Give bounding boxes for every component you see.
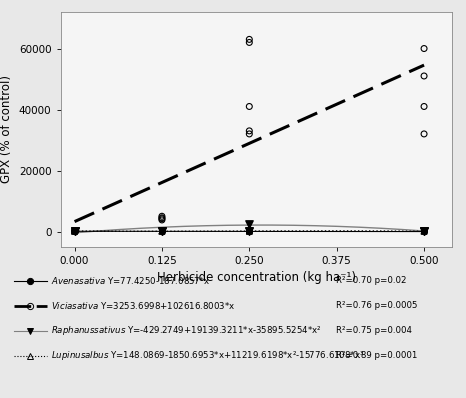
- Point: [420, 228, 428, 234]
- Point: [158, 215, 166, 221]
- Point: [71, 228, 78, 234]
- Point: [246, 228, 253, 234]
- Point: [71, 228, 78, 234]
- Point: [420, 228, 428, 234]
- Text: $\it{Lupinus albus}$ Y=148.0869-1850.6953*x+11219.6198*x²-15776.6108*x³: $\it{Lupinus albus}$ Y=148.0869-1850.695…: [51, 349, 365, 362]
- Point: [158, 217, 166, 223]
- Point: [420, 228, 428, 234]
- Point: [71, 228, 78, 234]
- Point: [420, 45, 428, 52]
- Point: [246, 228, 253, 234]
- Point: [158, 228, 166, 234]
- Point: [158, 228, 166, 234]
- Point: [71, 228, 78, 234]
- Point: [246, 221, 253, 227]
- Text: R²=0.76 p=0.0005: R²=0.76 p=0.0005: [336, 301, 417, 310]
- Text: $\it{Vicia sativa}$ Y=3253.6998+102616.8003*x: $\it{Vicia sativa}$ Y=3253.6998+102616.8…: [51, 300, 235, 311]
- Point: [246, 228, 253, 234]
- Point: [158, 216, 166, 222]
- Point: [420, 228, 428, 234]
- Point: [158, 228, 166, 234]
- Point: [71, 228, 78, 234]
- Point: [246, 228, 253, 234]
- Point: [158, 228, 166, 234]
- Point: [71, 228, 78, 234]
- Point: [420, 228, 428, 234]
- Point: [420, 228, 428, 234]
- Point: [158, 228, 166, 234]
- Point: [420, 228, 428, 234]
- Y-axis label: GPX (% of control): GPX (% of control): [0, 75, 14, 183]
- Point: [246, 128, 253, 134]
- Point: [71, 228, 78, 234]
- Text: R²=0.70 p=0.02: R²=0.70 p=0.02: [336, 276, 406, 285]
- X-axis label: Herbicide concentration (kg ha⁻¹): Herbicide concentration (kg ha⁻¹): [157, 271, 356, 284]
- Point: [246, 228, 253, 234]
- Point: [420, 103, 428, 110]
- Text: $\it{Raphanus sativus}$ Y=-429.2749+19139.3211*x-35895.5254*x²: $\it{Raphanus sativus}$ Y=-429.2749+1913…: [51, 324, 322, 337]
- Point: [246, 131, 253, 137]
- Point: [246, 228, 253, 234]
- Point: [71, 228, 78, 234]
- Text: $\it{Avena sativa}$ Y=77.4250-187.0857*x: $\it{Avena sativa}$ Y=77.4250-187.0857*x: [51, 275, 210, 286]
- Text: R²=0.75 p=0.004: R²=0.75 p=0.004: [336, 326, 411, 335]
- Text: R²=0.89 p=0.0001: R²=0.89 p=0.0001: [336, 351, 417, 360]
- Point: [71, 228, 78, 234]
- Point: [71, 228, 78, 234]
- Point: [71, 228, 78, 234]
- Point: [246, 36, 253, 43]
- Point: [246, 228, 253, 234]
- Point: [420, 228, 428, 234]
- Point: [158, 228, 166, 234]
- Point: [158, 228, 166, 234]
- Point: [420, 131, 428, 137]
- Point: [420, 228, 428, 234]
- Point: [158, 228, 166, 234]
- Point: [158, 228, 166, 234]
- Point: [420, 73, 428, 79]
- Point: [71, 228, 78, 234]
- Point: [246, 228, 253, 234]
- Point: [246, 39, 253, 46]
- Point: [158, 213, 166, 219]
- Point: [246, 103, 253, 110]
